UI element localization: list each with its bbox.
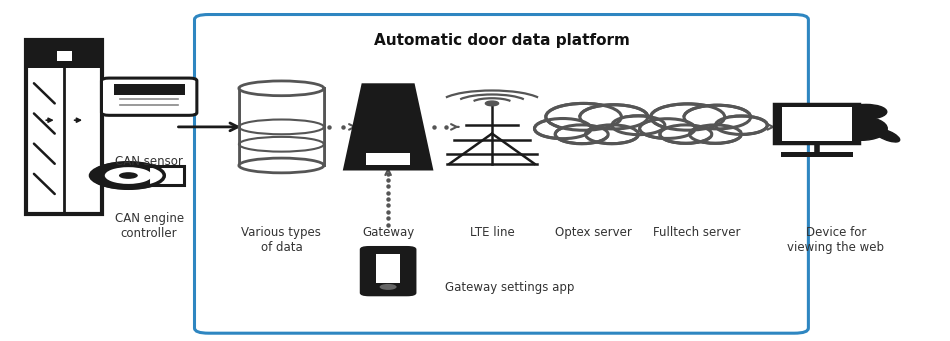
Text: Gateway: Gateway [362, 226, 414, 239]
Circle shape [612, 116, 665, 135]
Circle shape [639, 119, 695, 138]
Ellipse shape [874, 129, 900, 142]
Circle shape [380, 284, 396, 290]
Text: Optex server: Optex server [555, 226, 632, 239]
Text: LTE line: LTE line [469, 226, 514, 239]
Polygon shape [343, 83, 433, 170]
Bar [782, 107, 852, 141]
Circle shape [104, 167, 152, 184]
Circle shape [546, 103, 621, 130]
Circle shape [119, 172, 138, 179]
Circle shape [846, 104, 886, 119]
Text: Various types
of data: Various types of data [241, 226, 321, 254]
Text: CAN engine
controller: CAN engine controller [115, 212, 183, 240]
Ellipse shape [238, 158, 324, 173]
Bar [238, 88, 324, 165]
Bar [57, 51, 71, 61]
Circle shape [88, 161, 168, 190]
Bar [367, 153, 409, 165]
Bar [148, 166, 184, 185]
Circle shape [651, 104, 725, 130]
Circle shape [580, 105, 648, 129]
Circle shape [585, 125, 638, 144]
Ellipse shape [835, 117, 887, 140]
Bar [774, 104, 860, 143]
FancyBboxPatch shape [102, 78, 197, 115]
Ellipse shape [559, 116, 642, 135]
Circle shape [715, 116, 768, 134]
Circle shape [660, 125, 712, 143]
Ellipse shape [664, 116, 745, 135]
Bar [114, 84, 184, 95]
Bar [781, 152, 853, 157]
FancyBboxPatch shape [360, 246, 416, 296]
Text: CAN sensor: CAN sensor [115, 155, 183, 168]
Circle shape [684, 105, 750, 129]
Circle shape [535, 119, 591, 139]
Circle shape [556, 125, 608, 144]
Text: Fulltech server: Fulltech server [654, 226, 741, 239]
Ellipse shape [238, 81, 324, 96]
Text: Device for
viewing the web: Device for viewing the web [788, 226, 884, 254]
Bar [376, 254, 400, 283]
Bar [27, 40, 102, 68]
Circle shape [690, 125, 741, 143]
Circle shape [485, 101, 499, 106]
Text: Automatic door data platform: Automatic door data platform [373, 33, 630, 48]
Bar [27, 40, 102, 214]
Text: Gateway settings app: Gateway settings app [445, 281, 574, 294]
